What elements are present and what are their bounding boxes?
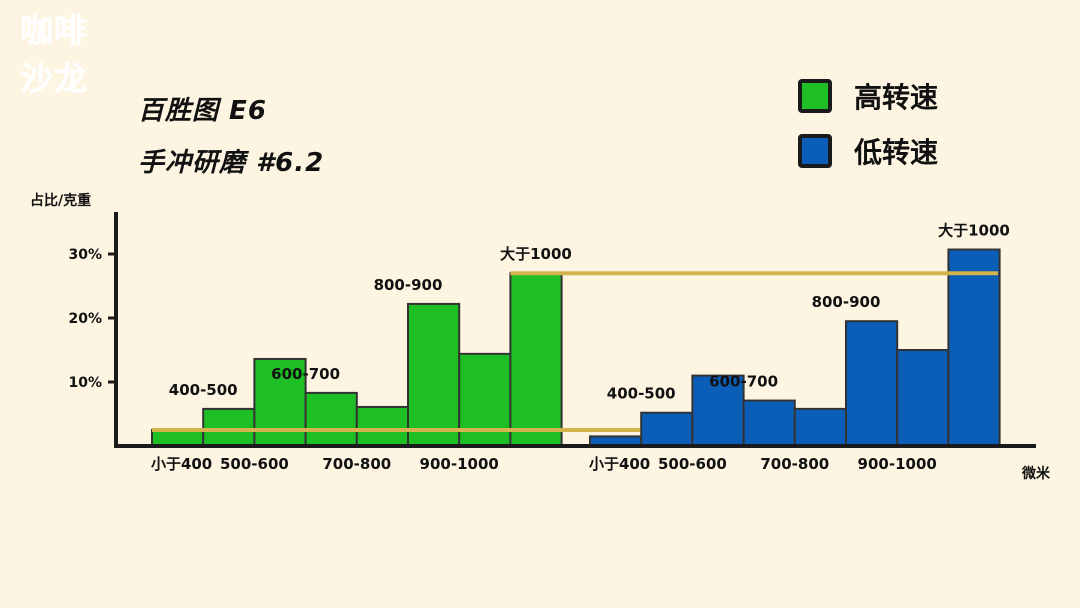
bar-low-7 xyxy=(947,248,1001,447)
legend-label-low-speed: 低转速 xyxy=(854,136,939,169)
bar-low-3 xyxy=(742,399,796,447)
category-label-low-2: 700-800 xyxy=(760,455,829,473)
bar-annotation-low-2: 800-900 xyxy=(812,293,881,311)
bar-annotation-high-1: 600-700 xyxy=(271,365,340,383)
coffee-salon-logo: 咖啡 沙龙 xyxy=(20,11,102,98)
bar-annotation-high-0: 400-500 xyxy=(169,381,238,399)
bar-low-4 xyxy=(793,407,847,448)
category-label-low-0: 小于400 xyxy=(589,455,650,473)
bar-high-6 xyxy=(458,352,512,447)
chart-title-line-1: 百胜图 E6 xyxy=(138,96,267,126)
bar-annotation-low-3: 大于1000 xyxy=(938,222,1010,240)
bar-high-1 xyxy=(202,407,256,448)
bar-annotation-high-2: 800-900 xyxy=(374,276,443,294)
bar-high-3 xyxy=(304,391,358,448)
category-label-high-1: 500-600 xyxy=(220,455,289,473)
logo-line-2: 沙龙 xyxy=(20,59,88,98)
chart-title-line-2: 手冲研磨 #6.2 xyxy=(138,148,325,178)
legend-swatch-high-speed xyxy=(798,79,832,113)
category-label-high-2: 700-800 xyxy=(322,455,391,473)
legend-item-low-speed: 低转速 xyxy=(798,131,938,171)
bar-high-7 xyxy=(509,272,563,448)
category-label-low-1: 500-600 xyxy=(658,455,727,473)
y-tick-label-2: 30% xyxy=(68,247,102,263)
bar-low-1 xyxy=(640,411,694,447)
bar-high-4 xyxy=(355,405,409,447)
bar-annotation-low-1: 600-700 xyxy=(709,373,778,391)
bar-low-5 xyxy=(845,320,899,448)
legend-item-high-speed: 高转速 xyxy=(798,76,938,116)
y-tick-label-0: 10% xyxy=(68,375,102,391)
y-axis-label: 占比/克重 xyxy=(30,192,91,209)
bar-annotation-low-0: 400-500 xyxy=(607,385,676,403)
y-tick-label-1: 20% xyxy=(68,311,102,327)
category-label-low-3: 900-1000 xyxy=(858,455,937,473)
bar-high-5 xyxy=(407,302,461,448)
bar-high-0 xyxy=(151,429,205,447)
bar-low-2 xyxy=(691,374,745,448)
bar-annotation-high-3: 大于1000 xyxy=(500,245,572,263)
legend-label-high-speed: 高转速 xyxy=(854,81,939,114)
category-label-high-0: 小于400 xyxy=(151,455,212,473)
x-axis-unit-label: 微米 xyxy=(1021,465,1051,482)
bar-low-6 xyxy=(896,349,950,447)
logo-line-1: 咖啡 xyxy=(20,11,88,50)
category-label-high-3: 900-1000 xyxy=(420,455,499,473)
legend-swatch-low-speed xyxy=(798,134,832,168)
